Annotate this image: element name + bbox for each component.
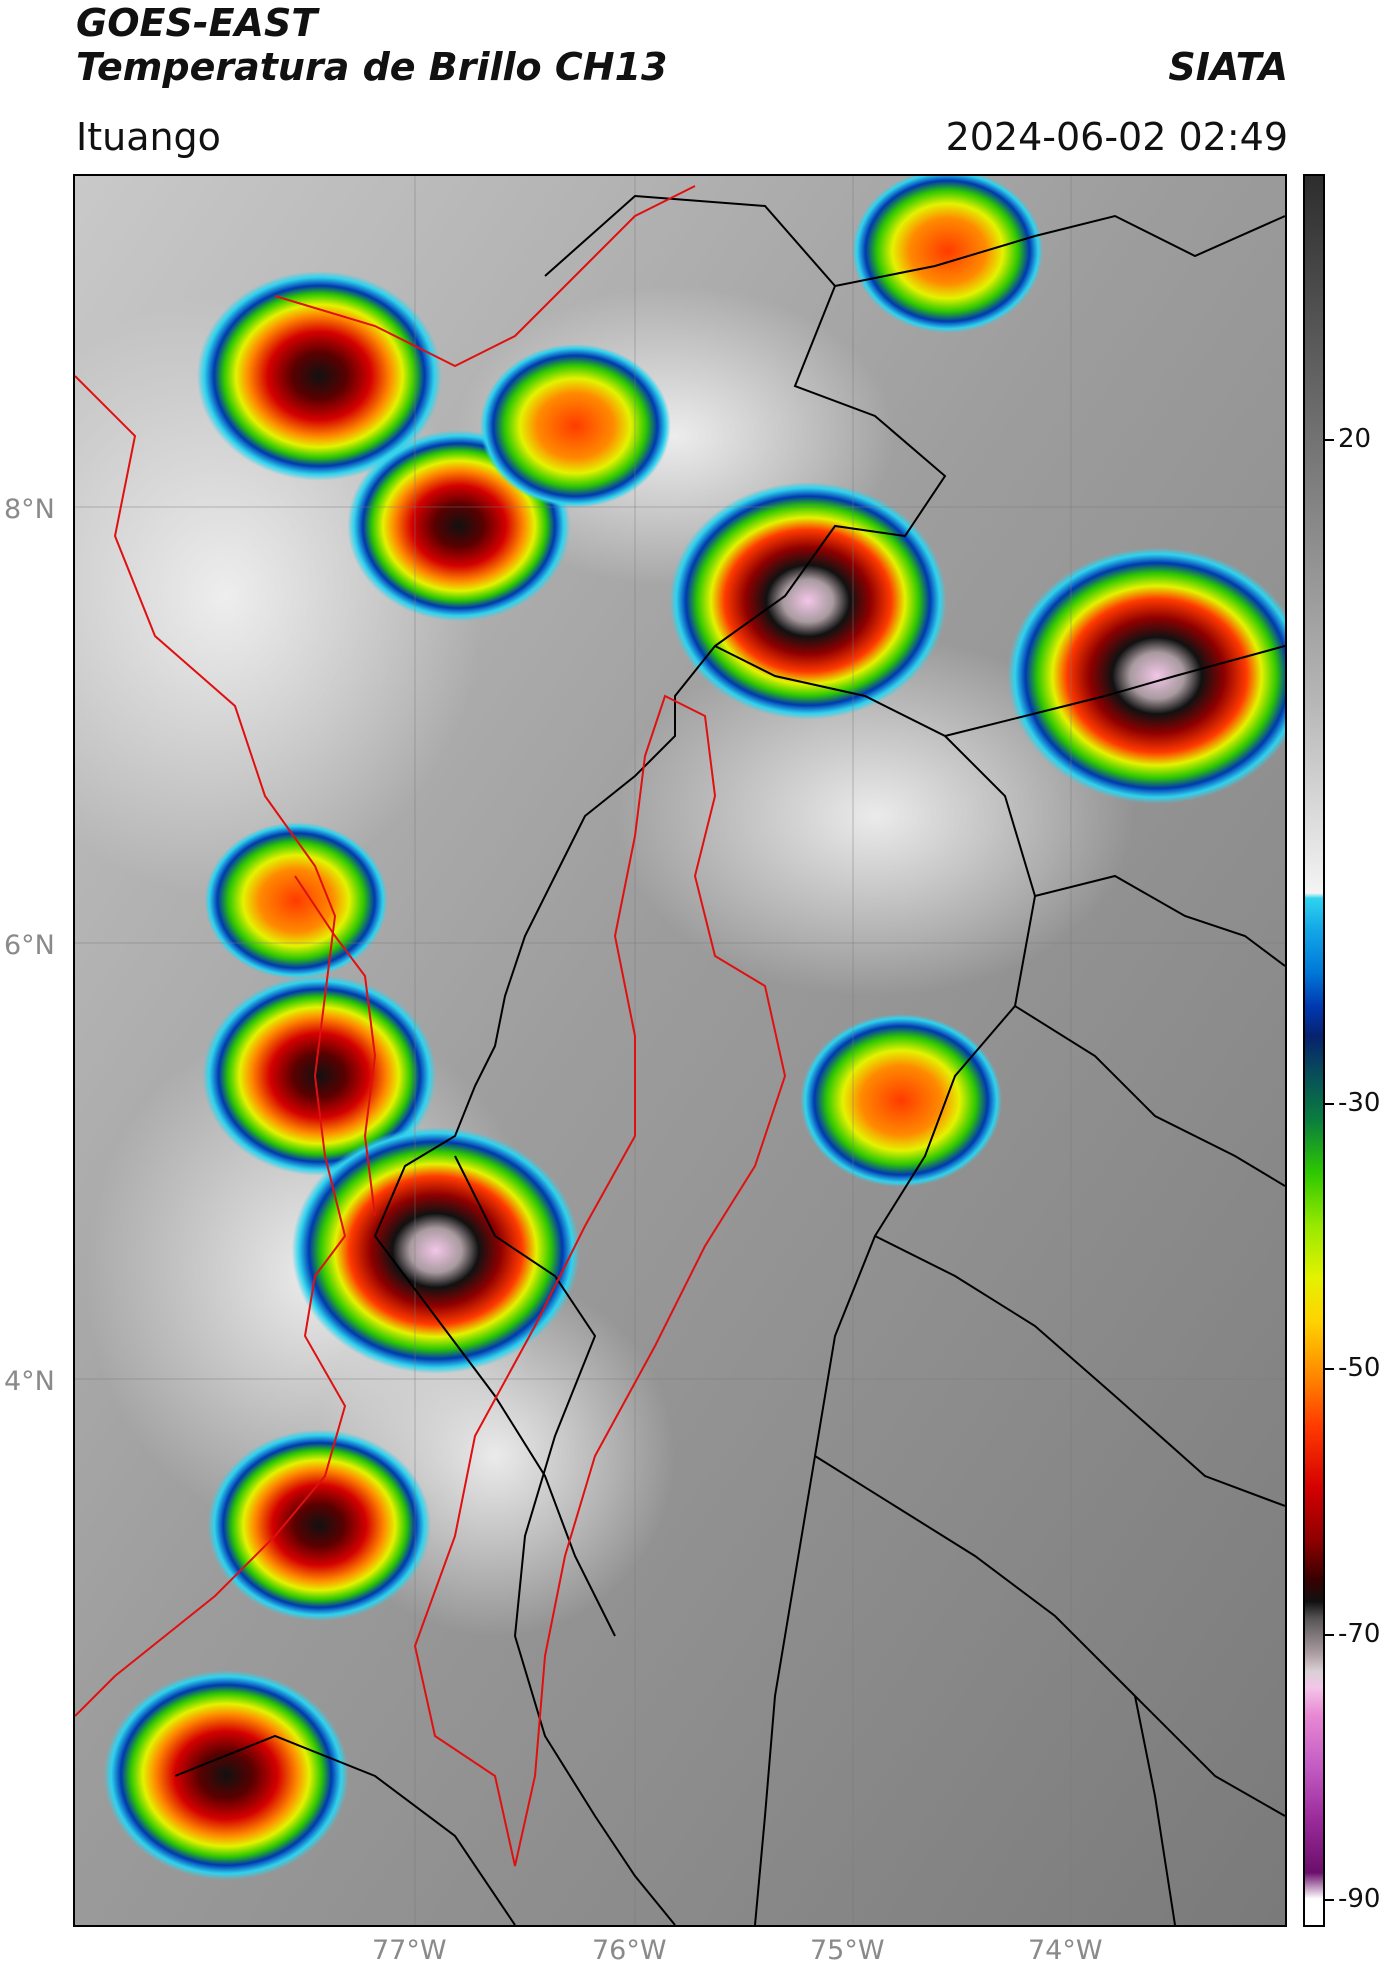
storm-cell-7 bbox=[204, 822, 388, 979]
lat-label-8n: 8°N bbox=[4, 494, 55, 525]
colorbar-tick-label: -70 bbox=[1338, 1618, 1381, 1649]
storm-cell-4 bbox=[669, 482, 947, 720]
colorbar-tick-label: 20 bbox=[1338, 423, 1372, 454]
lon-label-76w: 76°W bbox=[592, 1935, 667, 1966]
storm-cell-8 bbox=[202, 975, 437, 1176]
storm-cell-5 bbox=[852, 176, 1043, 333]
colorbar-tick bbox=[1325, 1633, 1334, 1636]
lon-label-77w: 77°W bbox=[372, 1935, 447, 1966]
storm-cell-3 bbox=[479, 344, 671, 508]
storm-cell-10 bbox=[207, 1429, 431, 1621]
colorbar-tick bbox=[1325, 1899, 1334, 1902]
lon-label-75w: 75°W bbox=[810, 1935, 885, 1966]
storm-cell-6 bbox=[1007, 547, 1285, 804]
department-borders bbox=[174, 194, 1285, 1925]
lon-label-74w: 74°W bbox=[1028, 1935, 1103, 1966]
timestamp-label: 2024-06-02 02:49 bbox=[945, 115, 1288, 159]
red-boundaries bbox=[75, 185, 787, 1867]
colorbar-tick-label: -90 bbox=[1338, 1884, 1381, 1915]
colorbar-tick bbox=[1325, 438, 1334, 441]
colorbar-tick bbox=[1325, 1368, 1334, 1371]
brightness-temperature-map bbox=[75, 176, 1285, 1925]
lat-label-6n: 6°N bbox=[4, 930, 55, 961]
agency-label: SIATA bbox=[1168, 45, 1288, 89]
product-title: Temperatura de Brillo CH13 bbox=[76, 45, 668, 89]
gridlines bbox=[75, 176, 1285, 1925]
storm-cells bbox=[103, 176, 1285, 1880]
colorbar-tick-label: -50 bbox=[1338, 1353, 1381, 1384]
satellite-title: GOES-EAST bbox=[76, 1, 318, 45]
location-label: Ituango bbox=[76, 115, 221, 159]
lat-label-4n: 4°N bbox=[4, 1366, 55, 1397]
colorbar-tick-label: -30 bbox=[1338, 1087, 1381, 1118]
storm-cell-1 bbox=[196, 271, 442, 481]
colorbar bbox=[1303, 174, 1325, 1927]
colorbar-tick bbox=[1325, 1102, 1334, 1105]
storm-cell-11 bbox=[103, 1670, 349, 1880]
map-panel bbox=[73, 174, 1287, 1927]
storm-cell-9 bbox=[291, 1127, 580, 1374]
storm-cell-12 bbox=[800, 1014, 1002, 1187]
